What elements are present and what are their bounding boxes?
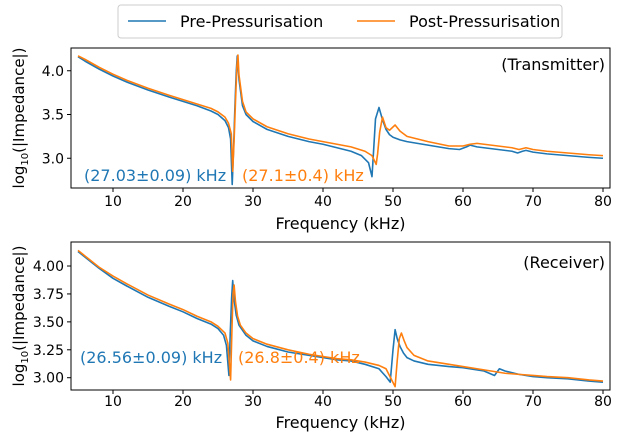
x-axis-label: Frequency (kHz) xyxy=(276,214,406,233)
x-tick-label: 80 xyxy=(594,194,612,210)
y-tick-label: 3.75 xyxy=(33,287,64,303)
resonance-annotation-pre: (27.03±0.09) kHz xyxy=(84,166,226,185)
x-tick-label: 10 xyxy=(104,194,122,210)
x-tick-label: 60 xyxy=(454,194,472,210)
y-tick-label: 4.00 xyxy=(33,259,64,275)
x-tick-label: 20 xyxy=(174,394,192,410)
x-tick-label: 30 xyxy=(244,194,262,210)
plot-frame xyxy=(70,241,611,391)
series-line-pre xyxy=(77,250,604,383)
x-tick-label: 70 xyxy=(524,194,542,210)
y-tick-label: 3.25 xyxy=(33,343,64,359)
x-tick-label: 40 xyxy=(314,194,332,210)
x-tick-label: 20 xyxy=(174,194,192,210)
x-tick-label: 50 xyxy=(384,394,402,410)
x-tick-label: 50 xyxy=(384,194,402,210)
series-line-post xyxy=(77,249,604,388)
series-line-pre xyxy=(77,55,604,186)
resonance-annotation-post: (26.8±0.4) kHz xyxy=(238,348,360,367)
resonance-annotation-pre: (26.56±0.09) kHz xyxy=(80,348,222,367)
transmitter-panel: 10 20 30 40 50 60 70 80 3.0 3.5 4.0 Frequency (kHz)… xyxy=(10,47,612,233)
y-axis-label: log10(|Impedance|) xyxy=(10,246,31,387)
y-axis-label: log10(|Impedance|) xyxy=(10,48,31,189)
legend-label-post: Post-Pressurisation xyxy=(409,12,560,31)
series-group xyxy=(77,54,604,186)
y-tick-label: 3.50 xyxy=(33,315,64,331)
panel-title: (Transmitter) xyxy=(501,55,605,74)
y-tick-label: 3.00 xyxy=(33,371,64,387)
y-tick-label: 4.0 xyxy=(42,64,64,80)
resonance-annotation-post: (27.1±0.4) kHz xyxy=(242,166,364,185)
plot-frame xyxy=(70,47,611,189)
y-tick-label: 3.5 xyxy=(42,108,64,124)
legend-label-pre: Pre-Pressurisation xyxy=(180,12,323,31)
y-tick-label: 3.0 xyxy=(42,151,64,167)
x-tick-label: 30 xyxy=(244,394,262,410)
x-tick-label: 40 xyxy=(314,394,332,410)
panel-title: (Receiver) xyxy=(523,253,605,272)
x-tick-label: 60 xyxy=(454,394,472,410)
x-axis-label: Frequency (kHz) xyxy=(276,413,406,432)
x-tick-label: 10 xyxy=(104,394,122,410)
legend-frame xyxy=(117,4,563,39)
receiver-panel: 10 20 30 40 50 60 70 80 3.00 3.25 3.50 3.75 4.00 Freq… xyxy=(10,241,612,432)
x-tick-label: 80 xyxy=(594,394,612,410)
x-tick-label: 70 xyxy=(524,394,542,410)
legend: Pre-Pressurisation Post-Pressurisation xyxy=(117,4,563,39)
series-group xyxy=(77,249,604,388)
series-line-post xyxy=(77,54,604,173)
